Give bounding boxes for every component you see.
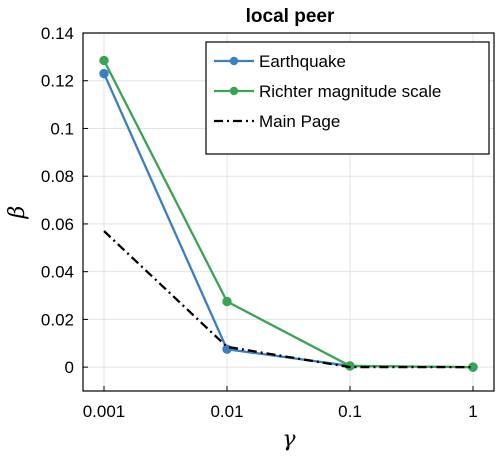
x-tick-label: 0.001 (83, 402, 126, 421)
y-axis-label: β (5, 206, 30, 220)
y-tick-label: 0.06 (41, 215, 74, 234)
series-line-3 (103, 230, 473, 369)
data-point (222, 296, 232, 307)
legend-label: Earthquake (259, 52, 346, 71)
data-point (99, 68, 109, 79)
data-point (99, 55, 109, 66)
x-axis-label: γ (282, 427, 296, 452)
y-tick-label: 0 (65, 358, 74, 377)
plot-frame (82, 32, 495, 392)
legend-label: Main Page (259, 112, 340, 131)
legend-marker (229, 56, 239, 66)
x-tick-label: 0.1 (338, 402, 362, 421)
y-tick-label: 0.12 (41, 72, 74, 91)
y-tick-label: 0.04 (41, 263, 74, 282)
legend-label: Richter magnitude scale (259, 82, 441, 101)
x-tick-label: 1 (468, 402, 477, 421)
y-tick-label: 0.1 (50, 119, 74, 138)
legend-marker (229, 86, 239, 96)
x-tick-label: 0.01 (210, 402, 243, 421)
y-tick-label: 0.02 (41, 310, 74, 329)
chart-title: local peer (246, 6, 335, 27)
y-tick-label: 0.08 (41, 167, 74, 186)
legend: Earthquake Richter magnitude scale Main Pa… (205, 41, 490, 155)
y-tick-label: 0.14 (41, 24, 74, 43)
